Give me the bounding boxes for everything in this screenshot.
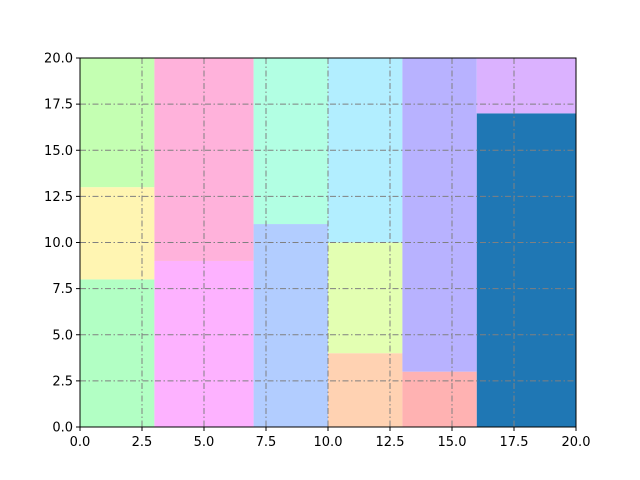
rect-12: [476, 113, 576, 427]
rect-2: [80, 58, 155, 188]
rect-5: [253, 224, 328, 427]
y-tick-label-3: 7.5: [52, 282, 73, 297]
x-tick-label-2: 5.0: [194, 435, 215, 450]
x-tick-label-8: 20.0: [562, 435, 591, 450]
y-tick-label-4: 10.0: [44, 236, 73, 251]
x-tick-label-1: 2.5: [132, 435, 153, 450]
x-tick-label-7: 17.5: [500, 435, 529, 450]
x-tick-label-5: 12.5: [376, 435, 405, 450]
rect-10: [402, 371, 477, 427]
rect-7: [328, 353, 403, 427]
y-tick-label-8: 20.0: [44, 52, 73, 67]
x-axis: 0.0 2.5 5.0 7.5 10.0 12.5 15.0 17.5 20.0: [70, 427, 591, 450]
y-tick-label-6: 15.0: [44, 144, 73, 159]
x-tick-label-0: 0.0: [70, 435, 91, 450]
rect-11: [402, 58, 477, 372]
y-tick-label-1: 2.5: [52, 374, 73, 389]
x-tick-label-6: 15.0: [438, 435, 467, 450]
x-tick-label-4: 10.0: [314, 435, 343, 450]
rect-8: [328, 242, 403, 354]
y-axis: 0.0 2.5 5.0 7.5 10.0 12.5 15.0 17.5 20.0: [44, 52, 80, 436]
y-tick-label-2: 5.0: [52, 328, 73, 343]
rect-6: [253, 58, 328, 225]
rect-0: [80, 279, 155, 427]
y-tick-label-7: 17.5: [44, 98, 73, 113]
rect-13: [476, 58, 576, 114]
rect-1: [80, 187, 155, 280]
y-tick-label-5: 12.5: [44, 190, 73, 205]
x-tick-label-3: 7.5: [256, 435, 277, 450]
y-tick-label-0: 0.0: [52, 421, 73, 436]
